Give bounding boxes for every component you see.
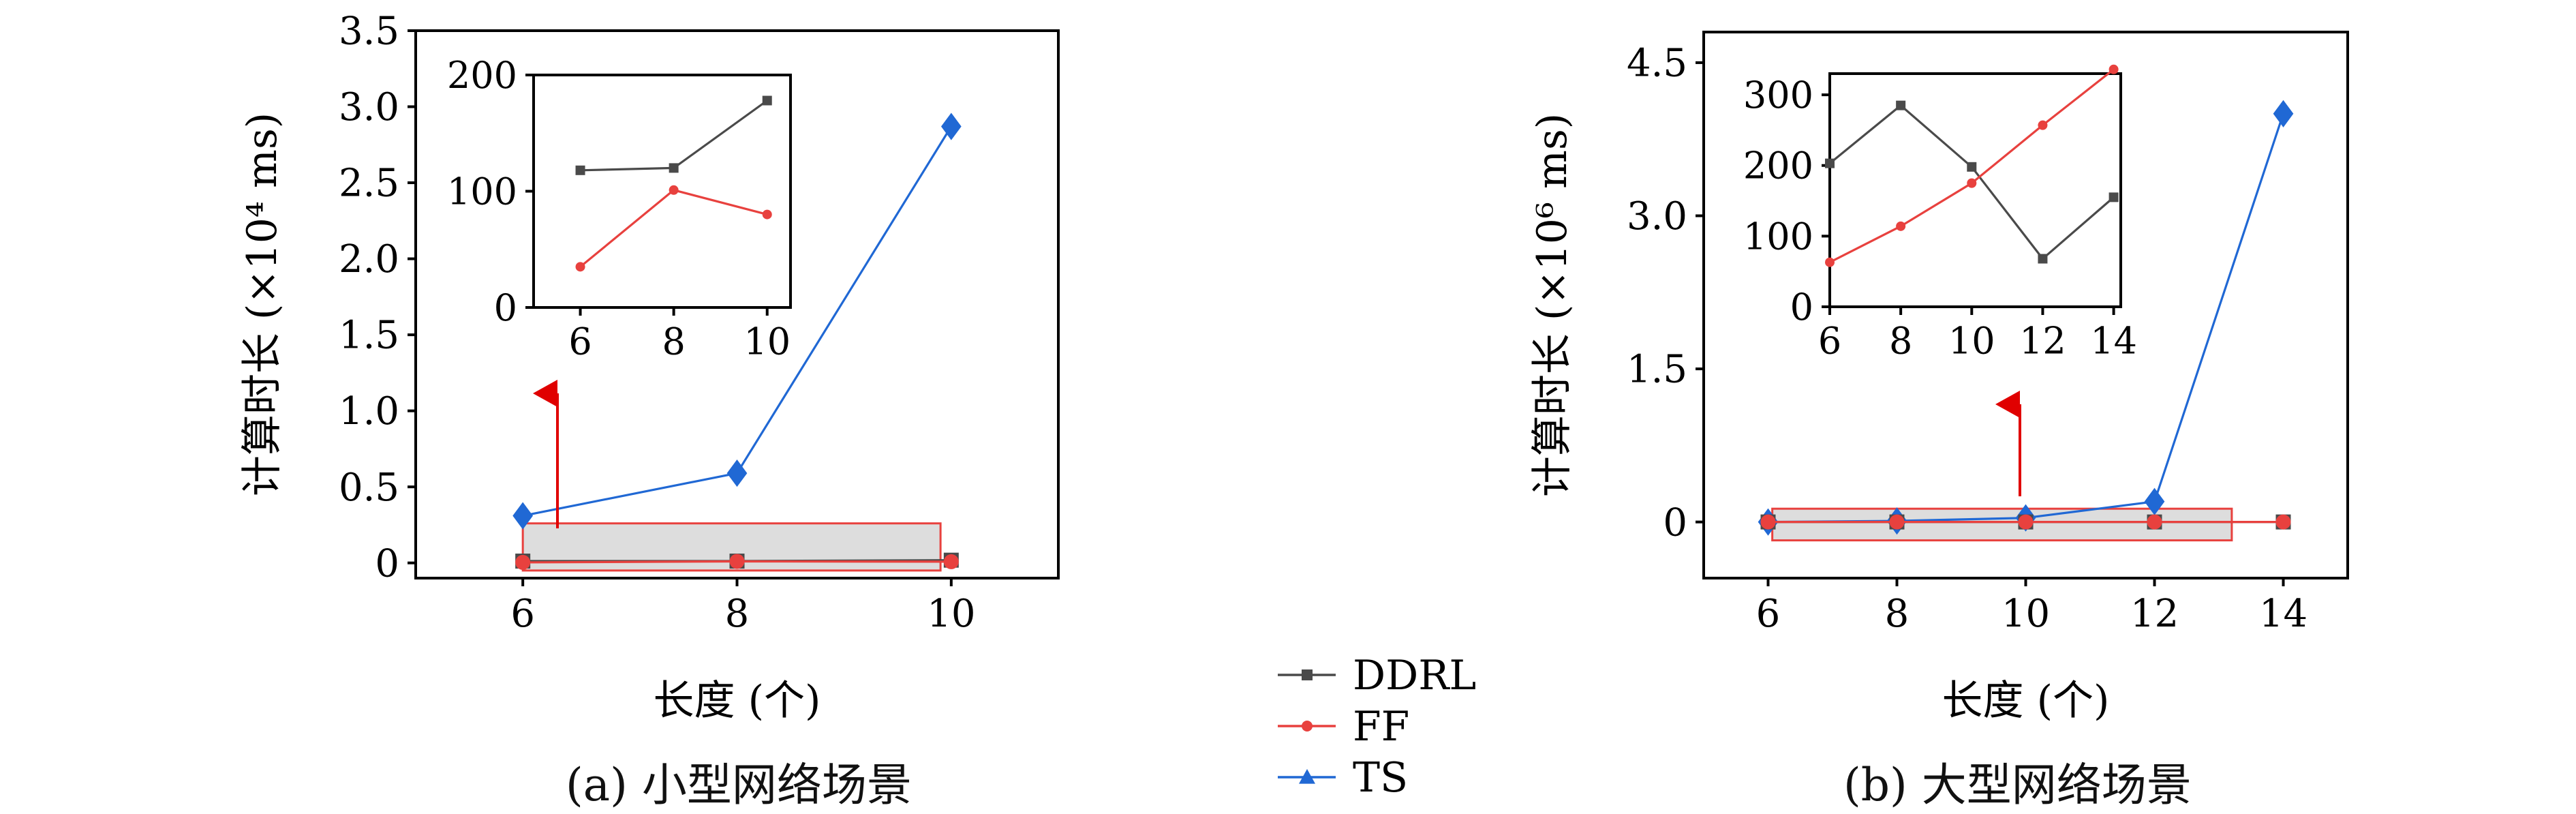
a-main-xtick-label: 6	[510, 592, 535, 636]
b-inset-plot-bg	[1830, 74, 2121, 307]
b-inset-point-ff	[2038, 121, 2047, 130]
b-main-xtick-label: 14	[2259, 592, 2307, 636]
b-main-ytick-label: 1.5	[1627, 348, 1687, 392]
a-main-ytick-label: 0.5	[339, 466, 399, 510]
a-main-ytick-label: 2.5	[339, 162, 399, 206]
a-inset-point-ddrl	[763, 96, 772, 106]
a-inset-xtick-label: 6	[568, 320, 592, 363]
legend-label-ts: TS	[1353, 754, 1408, 802]
b-main-xtick-label: 6	[1756, 592, 1781, 636]
b-inset-point-ff	[1967, 179, 1976, 188]
b-main-ytick-label: 0	[1663, 500, 1687, 545]
caption-a: (a) 小型网络场景	[566, 749, 912, 814]
a-inset-point-ddrl	[669, 163, 679, 172]
a-main-ytick-label: 3.5	[339, 10, 399, 54]
a-inset-plot-bg	[534, 75, 791, 307]
b-inset-point-ff	[1825, 258, 1835, 267]
a-main-ytick-label: 0	[375, 541, 399, 586]
b-inset-xtick-label: 14	[2090, 320, 2137, 363]
b-main-highlight-box	[1773, 509, 2232, 540]
a-main-xtick-label: 10	[927, 592, 975, 636]
b-inset-xtick-label: 6	[1818, 320, 1841, 363]
caption-b: (b) 大型网络场景	[1843, 749, 2192, 814]
b-main-ytick-label: 3.0	[1627, 194, 1687, 239]
a-inset-ytick-label: 200	[447, 54, 517, 97]
b-main-point-ff	[1761, 515, 1776, 530]
b-main-ytick-label: 4.5	[1627, 42, 1687, 86]
legend-label-ddrl: DDRL	[1353, 652, 1476, 699]
a-inset-point-ff	[576, 262, 585, 271]
a-inset-point-ff	[763, 210, 772, 220]
b-inset-point-ddrl	[2038, 254, 2047, 264]
b-main-xtick-label: 12	[2130, 592, 2179, 636]
b-inset-ytick-label: 0	[1790, 286, 1813, 329]
b-inset-xtick-label: 12	[2019, 320, 2066, 363]
a-main-ytick-label: 3.0	[339, 85, 399, 130]
b-inset-point-ff	[2109, 65, 2119, 74]
a-main-xtick-label: 8	[725, 592, 750, 636]
b-main-xtick-label: 10	[2002, 592, 2050, 636]
legend-marker-ff	[1302, 721, 1313, 732]
a-inset-ytick-label: 100	[447, 170, 517, 213]
b-inset-ytick-label: 300	[1743, 74, 1813, 117]
a-inset-xtick-label: 8	[662, 320, 685, 363]
a-inset-ytick-label: 0	[494, 286, 517, 329]
b-main-point-ff	[1890, 515, 1905, 530]
b-inset-ytick-label: 200	[1743, 145, 1813, 187]
b-main-xlabel: 长度 (个)	[1942, 677, 2110, 725]
b-inset-point-ddrl	[1825, 159, 1835, 168]
b-main-point-ff	[2276, 515, 2291, 530]
a-main-ytick-label: 2.0	[339, 237, 399, 282]
legend-marker-ddrl	[1302, 669, 1313, 680]
b-inset-point-ddrl	[2109, 192, 2119, 202]
legend-label-ff: FF	[1353, 703, 1409, 751]
b-main-point-ts	[2273, 100, 2294, 127]
a-main-ylabel: 计算时长 (×10⁴ ms)	[239, 112, 286, 496]
a-main-point-ff	[944, 554, 959, 569]
b-inset-ytick-label: 100	[1743, 215, 1813, 258]
b-inset-xtick-label: 10	[1948, 320, 1995, 363]
b-main-ylabel: 计算时长 (×10⁶ ms)	[1529, 113, 1576, 497]
panel-b: 6 8 10 12 14 0 1.5 3.0 4.5 长度 (个) 计算时长 (×10⁶ ms) 6 8…	[1529, 32, 2348, 725]
b-main-point-ff	[2019, 515, 2034, 530]
a-main-ytick-label: 1.5	[339, 314, 399, 358]
b-inset-point-ddrl	[1967, 162, 1976, 172]
a-main-xlabel: 长度 (个)	[654, 677, 821, 725]
b-inset-point-ff	[1896, 222, 1905, 231]
a-main-point-ff	[515, 555, 530, 570]
b-inset-point-ddrl	[1896, 101, 1905, 110]
a-inset-point-ddrl	[576, 166, 585, 175]
b-inset-xtick-label: 8	[1889, 320, 1912, 363]
a-main-ytick-label: 1.0	[339, 389, 399, 434]
a-main-point-ff	[730, 554, 745, 569]
a-inset-point-ff	[669, 185, 679, 195]
b-main-point-ff	[2147, 515, 2162, 530]
a-inset-xtick-label: 10	[743, 320, 791, 363]
b-main-xtick-label: 8	[1885, 592, 1910, 636]
